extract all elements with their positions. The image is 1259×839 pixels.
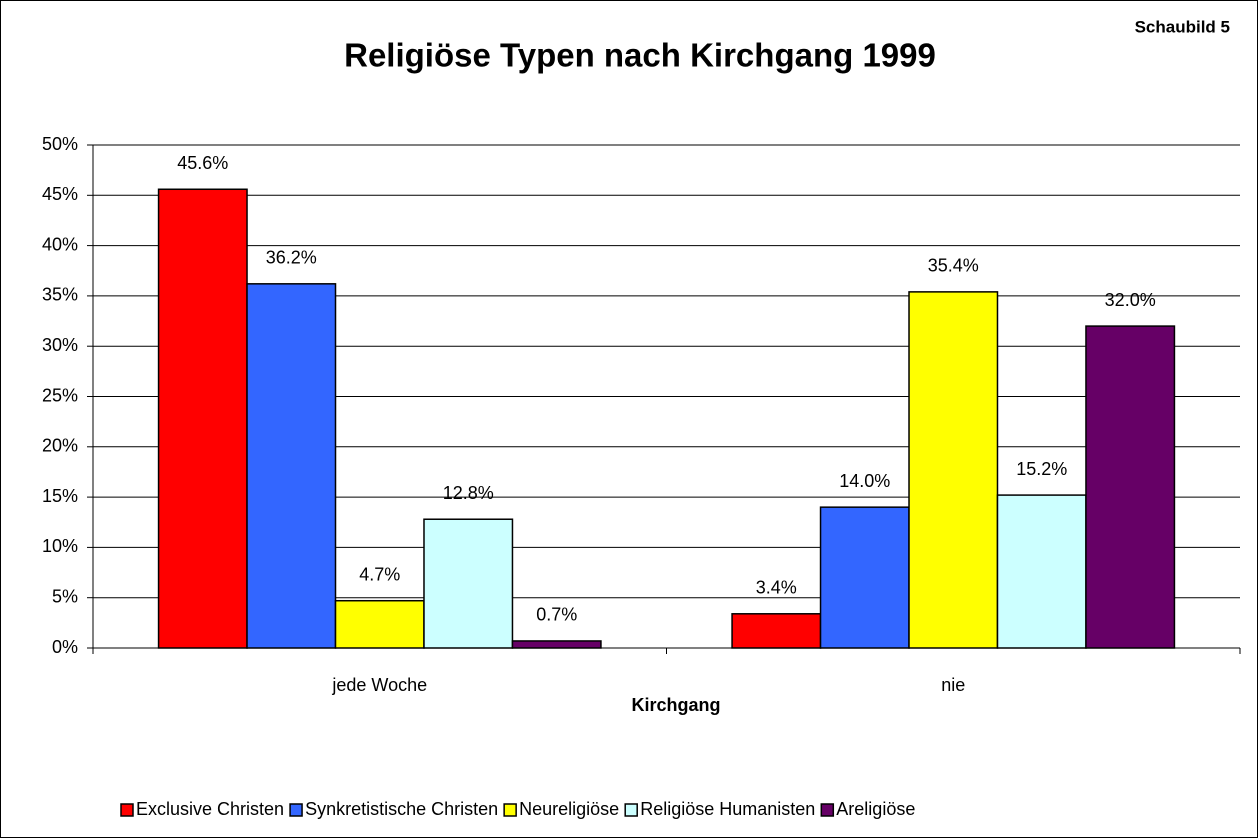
y-tick-label: 15% <box>42 486 78 506</box>
x-tick-label: jede Woche <box>331 675 427 695</box>
bar <box>334 599 425 649</box>
y-tick-label: 20% <box>42 436 78 456</box>
bar <box>511 640 602 649</box>
y-tick-label: 45% <box>42 184 78 204</box>
bar <box>157 188 248 649</box>
data-label: 3.4% <box>756 578 797 598</box>
y-tick-label: 40% <box>42 234 78 254</box>
bar <box>246 283 337 649</box>
data-label: 35.4% <box>928 256 979 276</box>
legend-swatch <box>624 803 638 817</box>
y-tick-label: 35% <box>42 285 78 305</box>
x-axis-label: Kirchgang <box>631 695 720 715</box>
data-label: 15.2% <box>1016 459 1067 479</box>
x-tick-label: nie <box>941 675 965 695</box>
bar <box>996 494 1087 649</box>
data-label: 45.6% <box>177 153 228 173</box>
data-label: 36.2% <box>266 248 317 268</box>
legend-swatch <box>820 803 835 817</box>
data-label: 14.0% <box>839 471 890 491</box>
y-tick-label: 50% <box>42 134 78 154</box>
data-label: 0.7% <box>536 605 577 625</box>
legend-swatch <box>289 803 303 817</box>
legend-label: Religiöse Humanisten <box>640 799 815 819</box>
chart-subtitle: Schaubild 5 <box>1135 17 1230 36</box>
y-tick-label: 5% <box>52 586 78 606</box>
legend-label: Areligiöse <box>836 799 915 819</box>
legend-swatch <box>503 803 517 817</box>
y-tick-label: 10% <box>42 536 78 556</box>
bar <box>908 291 999 649</box>
legend-label: Exclusive Christen <box>136 799 284 819</box>
legend-swatch <box>120 803 134 817</box>
bar <box>1085 325 1176 649</box>
bar <box>423 518 514 649</box>
legend-label: Neureligiöse <box>519 799 619 819</box>
chart-title: Religiöse Typen nach Kirchgang 1999 <box>344 37 936 74</box>
data-label: 32.0% <box>1105 290 1156 310</box>
bar <box>731 613 822 649</box>
y-tick-label: 25% <box>42 385 78 405</box>
y-tick-label: 30% <box>42 335 78 355</box>
data-label: 12.8% <box>443 483 494 503</box>
data-label: 4.7% <box>359 564 400 584</box>
bar <box>819 506 910 649</box>
legend-label: Synkretistische Christen <box>305 799 498 819</box>
y-tick-label: 0% <box>52 637 78 657</box>
